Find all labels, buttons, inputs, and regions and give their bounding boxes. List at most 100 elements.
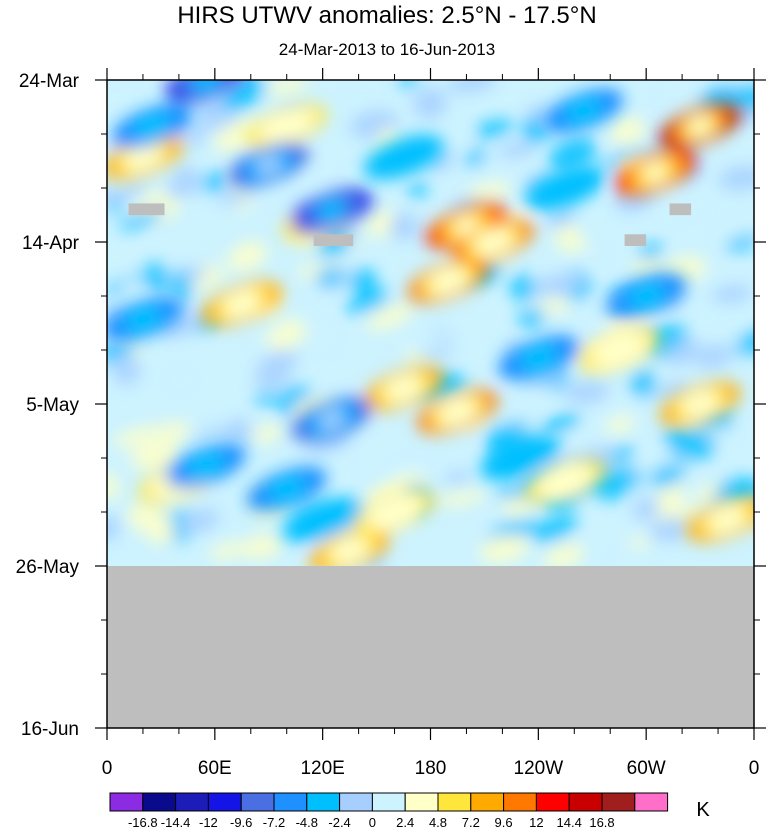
colorbar-label: -9.6 bbox=[230, 815, 252, 830]
colorbar-units: K bbox=[696, 799, 710, 821]
anomaly-blob bbox=[251, 424, 284, 443]
anomaly-feature bbox=[643, 163, 667, 182]
anomaly-feature bbox=[258, 108, 316, 144]
anomaly-blob bbox=[694, 344, 734, 369]
anomaly-blob bbox=[608, 466, 643, 491]
anomaly-blob bbox=[366, 303, 415, 331]
anomaly-blob bbox=[711, 285, 752, 303]
missing-data-region bbox=[107, 203, 754, 728]
anomaly-blob bbox=[649, 516, 691, 542]
anomaly-feature bbox=[320, 201, 343, 221]
missing-patch bbox=[669, 203, 692, 216]
anomaly-blob bbox=[389, 212, 419, 241]
anomaly-blob bbox=[145, 262, 170, 294]
colorbar-box bbox=[470, 792, 505, 812]
anomaly-feature bbox=[123, 143, 162, 171]
anomaly-feature bbox=[455, 217, 478, 236]
anomaly-feature bbox=[186, 80, 225, 94]
anomaly-blob bbox=[629, 368, 658, 400]
colorbar-box bbox=[437, 792, 472, 812]
anomaly-blob bbox=[350, 268, 378, 297]
anomaly-feature bbox=[564, 97, 603, 125]
anomaly-blob bbox=[227, 241, 268, 272]
anomaly-blob bbox=[734, 330, 754, 356]
anomaly-blob bbox=[475, 155, 508, 176]
missing-area bbox=[107, 566, 754, 728]
anomaly-blob bbox=[718, 165, 754, 191]
colorbar-box bbox=[109, 792, 144, 812]
anomaly-blob bbox=[234, 80, 267, 101]
anomaly-blob bbox=[518, 308, 547, 328]
anomaly-feature bbox=[384, 375, 423, 402]
anomaly-blob bbox=[496, 142, 536, 158]
anomaly-blob bbox=[659, 80, 699, 108]
anomaly-blob bbox=[218, 190, 252, 206]
anomaly-feature bbox=[330, 537, 369, 564]
colorbar-box bbox=[634, 792, 669, 812]
colorbar-label: 4.8 bbox=[429, 815, 447, 830]
anomaly-blob bbox=[224, 418, 252, 445]
y-tick-label: 14-Apr bbox=[22, 233, 80, 254]
anomaly-blob bbox=[556, 313, 598, 342]
anomaly-feature bbox=[320, 410, 343, 429]
anomaly-blob bbox=[521, 115, 548, 144]
anomaly-blob bbox=[183, 128, 206, 146]
y-tick-label: 26-May bbox=[16, 557, 80, 578]
colorbar-label: 7.2 bbox=[462, 815, 480, 830]
colorbar-box bbox=[339, 792, 373, 812]
anomaly-blob bbox=[494, 519, 544, 537]
colorbar-label: -14.4 bbox=[161, 815, 191, 830]
anomaly-blob bbox=[254, 391, 278, 406]
axis-ticks: 0 60E 120E 180 120W 60W 0 24-Mar 14-Apr 5-May 26-M… bbox=[16, 68, 766, 779]
anomaly-feature bbox=[267, 475, 306, 503]
anomaly-feature bbox=[681, 390, 720, 418]
anomaly-blob bbox=[444, 470, 471, 486]
anomaly-feature bbox=[627, 282, 666, 310]
anomaly-blob bbox=[525, 105, 549, 120]
anomaly-blob bbox=[345, 291, 391, 314]
anomaly-blob bbox=[111, 354, 141, 386]
anomaly-blob bbox=[122, 279, 143, 300]
anomaly-blob bbox=[631, 397, 672, 428]
anomaly-blob bbox=[107, 84, 137, 116]
anomaly-feature bbox=[482, 232, 505, 252]
colorbar: -16.8 -14.4 -12 -9.6 -7.2 -4.8 -2.4 0 2.4 4.8 7.2 9… bbox=[109, 792, 710, 830]
anomaly-blob bbox=[565, 380, 611, 405]
anomaly-blob bbox=[586, 247, 608, 266]
anomaly-blob bbox=[714, 477, 754, 504]
anomaly-blob bbox=[510, 274, 536, 302]
anomaly-feature bbox=[374, 139, 433, 175]
chart-title: HIRS UTWV anomalies: 2.5°N - 17.5°N bbox=[177, 2, 597, 29]
anomaly-blob bbox=[181, 508, 220, 534]
anomaly-blob bbox=[543, 543, 584, 570]
anomaly-blob bbox=[317, 267, 344, 286]
anomaly-blob bbox=[437, 490, 486, 507]
x-tick-label: 180 bbox=[415, 758, 447, 779]
colorbar-label: 14.4 bbox=[557, 815, 582, 830]
anomaly-feature bbox=[257, 155, 281, 175]
anomaly-blob bbox=[566, 238, 588, 252]
anomaly-feature bbox=[437, 271, 460, 290]
anomaly-blob bbox=[448, 80, 497, 93]
colorbar-box bbox=[306, 792, 341, 812]
y-tick-label: 16-Jun bbox=[21, 719, 79, 740]
anomaly-feature bbox=[294, 502, 352, 538]
anomaly-blob bbox=[266, 80, 309, 95]
colorbar-label: 9.6 bbox=[495, 815, 513, 830]
anomaly-blob bbox=[157, 421, 191, 441]
colorbar-label: -16.8 bbox=[128, 815, 158, 830]
anomaly-blob bbox=[648, 463, 686, 487]
anomaly-blob bbox=[164, 177, 204, 199]
anomaly-feature bbox=[536, 170, 594, 206]
anomaly-blob bbox=[548, 137, 597, 173]
colorbar-box bbox=[273, 792, 308, 812]
anomaly-blob bbox=[631, 256, 662, 279]
anomaly-blob bbox=[209, 541, 246, 560]
anomaly-blob bbox=[605, 415, 637, 434]
anomaly-blob bbox=[191, 98, 223, 114]
anomaly-blob bbox=[222, 271, 261, 287]
colorbar-label: -7.2 bbox=[263, 815, 285, 830]
anomaly-feature bbox=[688, 116, 712, 136]
anomaly-blob bbox=[171, 271, 193, 303]
